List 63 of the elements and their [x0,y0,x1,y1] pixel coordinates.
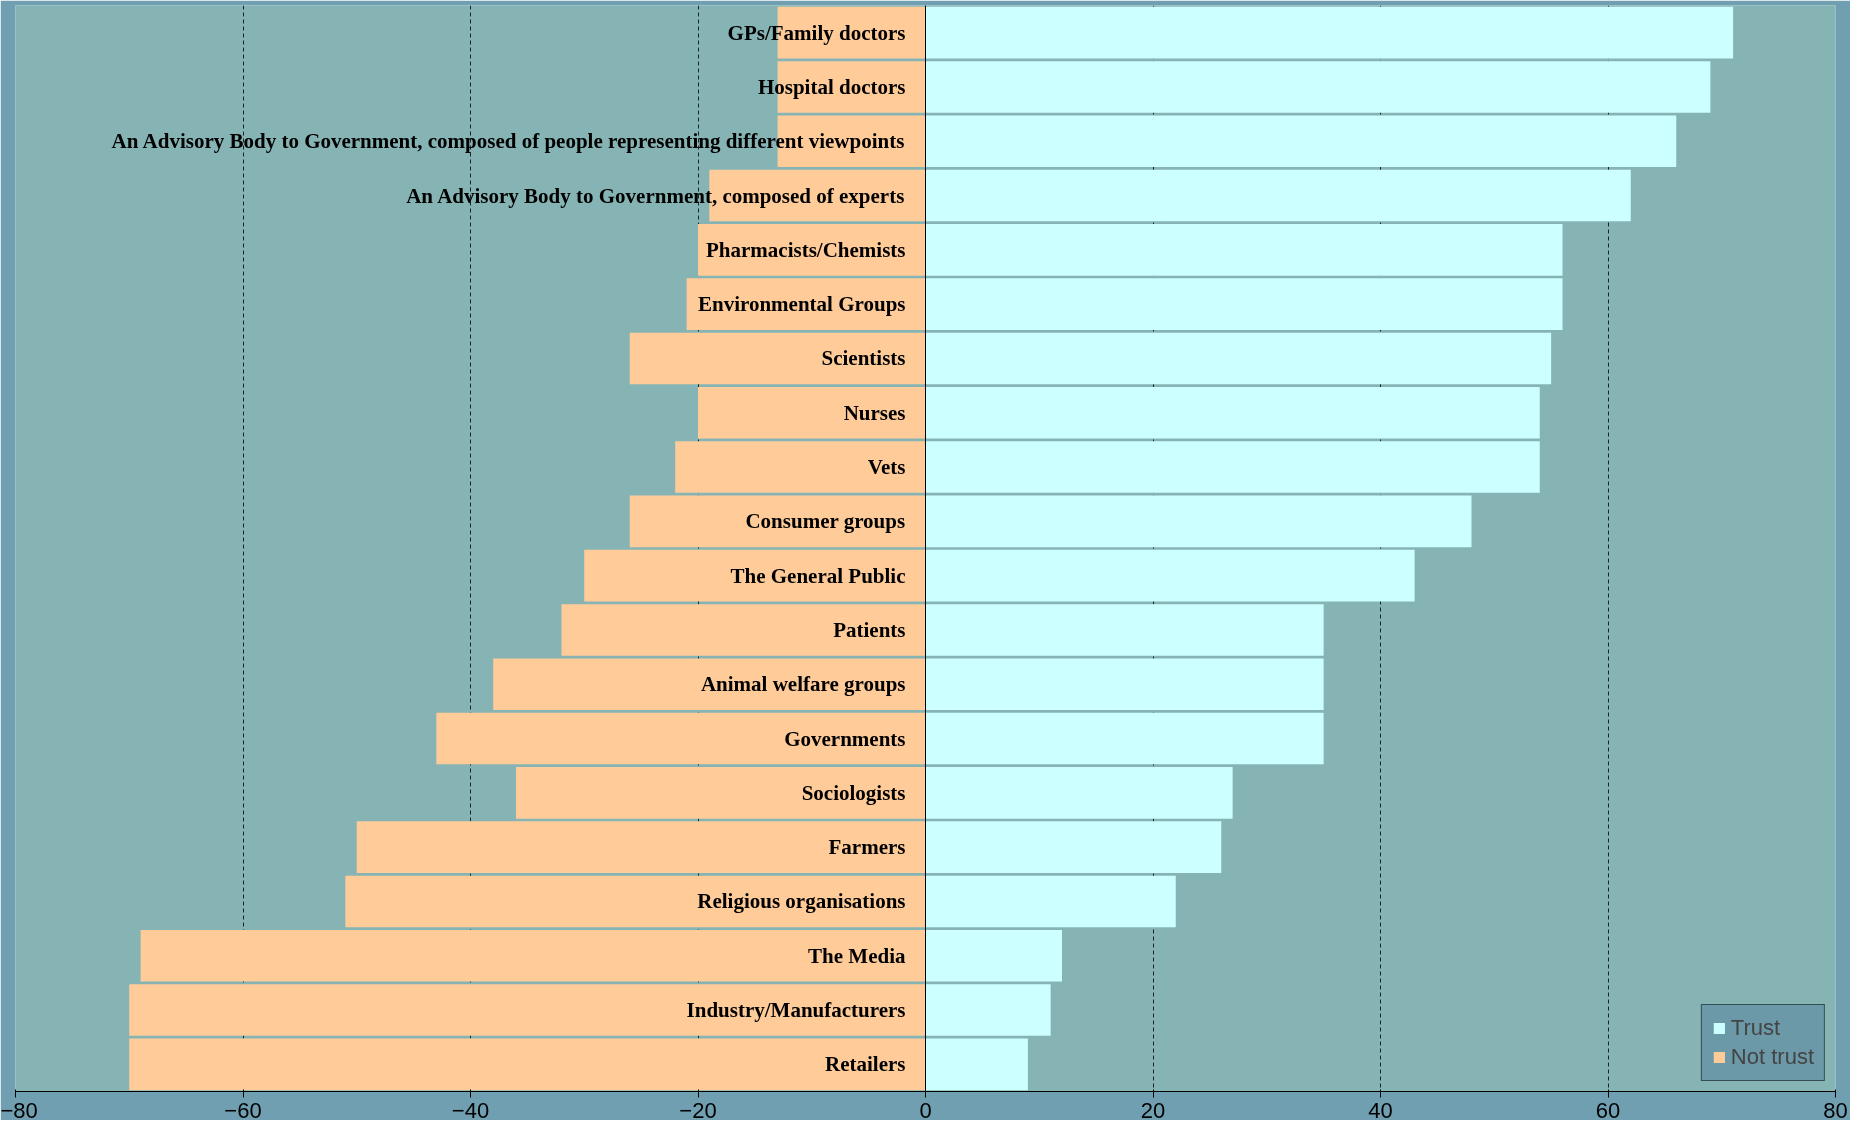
y-tick-label: Pharmacists/Chemists [706,237,906,262]
bar [561,604,926,656]
x-tick-label: −80 [0,1097,38,1123]
y-tick-label: Consumer groups [745,509,906,534]
x-tick-label: 0 [919,1097,932,1123]
bar [925,549,1415,602]
y-tick-label: Religious organisations [697,889,906,914]
x-tick-label: 80 [1823,1097,1848,1123]
x-tick-label: −20 [679,1097,717,1123]
bar [925,332,1552,385]
bar [925,875,1176,928]
bar [493,658,926,711]
legend-label: Trust [1730,1015,1781,1041]
bar [925,712,1324,765]
bar [925,929,1062,982]
bar [925,224,1563,276]
y-tick-label: Industry/Manufacturers [686,998,906,1023]
y-tick-label: Farmers [828,835,906,860]
bar [516,767,926,819]
x-tick-label: 60 [1595,1097,1621,1123]
y-tick-label: Sociologists [801,780,906,805]
bar [629,495,926,548]
bar [925,984,1051,1036]
bar [675,441,926,493]
y-tick-label: Patients [833,617,906,642]
bar [925,604,1324,656]
y-tick-label: Environmental Groups [697,292,906,317]
bar [925,61,1711,113]
bar [629,332,926,385]
x-tick-label: −60 [224,1097,262,1123]
bar [129,984,926,1036]
y-tick-label: Retailers [825,1052,906,1077]
bar [925,441,1540,493]
legend-label: Not trust [1730,1044,1814,1070]
y-tick-label: Vets [867,455,906,480]
x-tick-label: 40 [1368,1097,1393,1123]
y-tick-label: GPs/Family doctors [727,20,906,45]
bar [925,821,1222,873]
bar [436,712,926,765]
bar [925,1038,1028,1091]
bar [925,278,1563,330]
y-tick-label: Nurses [843,400,906,425]
bar [925,169,1631,222]
y-tick-label: Animal welfare groups [700,672,906,697]
x-tick-label: −40 [451,1097,490,1123]
y-tick-label: The General Public [730,563,906,588]
bar [356,821,926,873]
bar [925,495,1472,548]
bar [925,6,1734,59]
bar [925,386,1540,439]
x-tick-label: 20 [1140,1097,1166,1123]
y-tick-label: Scientists [821,346,906,371]
y-tick-label: The Media [808,943,906,968]
bar [140,929,926,982]
y-tick-label: Governments [784,726,906,751]
y-tick-label: Hospital doctors [757,74,906,99]
bar [925,115,1677,168]
bar [345,875,926,928]
bar [925,767,1233,819]
bar [698,386,926,439]
bar [129,1038,926,1091]
bar [584,549,926,602]
bar [925,658,1324,711]
